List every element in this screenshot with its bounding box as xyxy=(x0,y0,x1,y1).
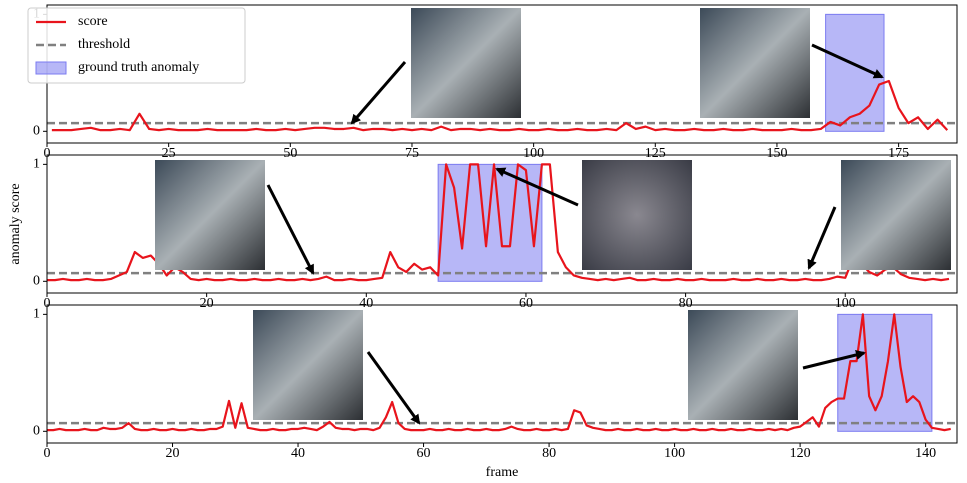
y-tick-label: 0 xyxy=(33,424,40,439)
x-tick-label: 40 xyxy=(359,296,373,311)
photos xyxy=(155,8,951,420)
legend-label: threshold xyxy=(78,37,130,52)
x-tick-label: 20 xyxy=(200,296,214,311)
axes-frame xyxy=(46,154,958,294)
x-tick-label: 140 xyxy=(915,446,936,461)
x-tick-label: 75 xyxy=(405,146,419,161)
y-tick-label: 1 xyxy=(33,157,40,172)
photo xyxy=(700,8,810,118)
anomaly-span xyxy=(437,163,543,282)
arrow xyxy=(802,350,866,370)
photo xyxy=(841,160,951,270)
legend-swatch xyxy=(35,61,67,75)
arrows xyxy=(266,43,884,425)
subplot: 010255075100125150175scorethresholdgroun… xyxy=(27,4,958,161)
photo xyxy=(253,310,363,420)
x-tick-label: 100 xyxy=(523,146,544,161)
x-tick-label: 0 xyxy=(44,146,51,161)
arrow xyxy=(495,167,579,207)
x-tick-label: 100 xyxy=(835,296,856,311)
x-tick-label: 125 xyxy=(645,146,666,161)
x-tick-label: 100 xyxy=(664,446,685,461)
x-tick-label: 80 xyxy=(679,296,693,311)
x-tick-label: 0 xyxy=(44,446,51,461)
legend: score threshold ground truth anomaly xyxy=(27,7,246,84)
legend-label: score xyxy=(78,14,108,29)
axes-frame xyxy=(46,304,958,444)
arrow xyxy=(350,61,407,125)
arrow xyxy=(811,43,884,79)
x-tick-label: 80 xyxy=(542,446,556,461)
photo xyxy=(155,160,265,270)
y-tick-label: 0 xyxy=(33,274,40,289)
x-tick-label: 150 xyxy=(766,146,787,161)
x-tick-label: 40 xyxy=(291,446,305,461)
y-tick-label: 1 xyxy=(33,307,40,322)
x-tick-label: 50 xyxy=(283,146,297,161)
y-tick-label: 0 xyxy=(33,124,40,139)
x-tick-label: 60 xyxy=(519,296,533,311)
photo xyxy=(411,8,521,118)
score-line xyxy=(47,163,950,282)
x-tick-label: 25 xyxy=(162,146,176,161)
x-tick-label: 20 xyxy=(166,446,180,461)
x-tick-label: 0 xyxy=(44,296,51,311)
photo xyxy=(688,310,798,420)
arrow xyxy=(366,351,421,425)
arrow xyxy=(266,184,315,275)
plots: 010255075100125150175scorethresholdgroun… xyxy=(8,4,958,480)
x-tick-label: 60 xyxy=(417,446,431,461)
score-line xyxy=(47,313,951,432)
y-axis-label: anomaly score xyxy=(8,183,23,264)
x-axis-label: frame xyxy=(486,465,519,480)
score-line xyxy=(51,79,949,132)
legend-frame xyxy=(27,7,246,84)
x-tick-label: 175 xyxy=(888,146,909,161)
legend-label: ground truth anomaly xyxy=(78,60,199,75)
x-tick-label: 120 xyxy=(790,446,811,461)
photo xyxy=(582,160,692,270)
arrow xyxy=(807,206,837,270)
